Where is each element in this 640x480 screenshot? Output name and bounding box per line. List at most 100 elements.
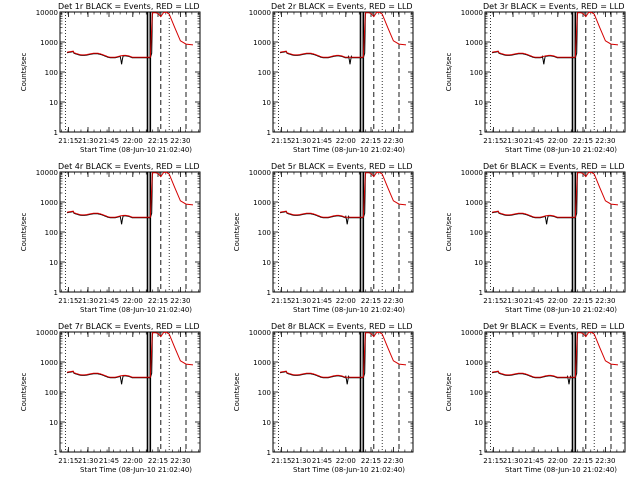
chart-panel-7: Det 7r BLACK = Events, RED = LLD 1 10 100 10… <box>20 322 201 474</box>
x-tick-label: 22:30 <box>383 297 403 305</box>
y-axis-label: Counts/sec <box>445 373 453 412</box>
y-tick-label: 10 <box>262 419 271 427</box>
x-tick-label: 21:15 <box>483 297 503 305</box>
x-tick-label: 22:00 <box>336 457 356 465</box>
events-series-line <box>279 331 369 385</box>
y-tick-label: 10000 <box>249 329 271 337</box>
x-tick-label: 22:00 <box>123 137 143 145</box>
plot-frame <box>484 331 626 453</box>
plot-frame <box>59 171 201 293</box>
y-tick-label: 10 <box>474 259 483 267</box>
x-tick-label: 22:00 <box>123 457 143 465</box>
x-tick-label: 22:00 <box>336 137 356 145</box>
x-tick-label: 21:30 <box>291 137 311 145</box>
x-tick-label: 22:15 <box>148 457 168 465</box>
chart-title: Det 4r BLACK = Events, RED = LLD <box>58 162 200 171</box>
x-tick-label: 22:15 <box>148 297 168 305</box>
y-tick-label: 10000 <box>249 9 271 17</box>
x-tick-label: 22:30 <box>595 137 615 145</box>
x-tick-label: 21:45 <box>312 297 332 305</box>
y-tick-label: 1 <box>479 289 483 297</box>
y-tick-label: 10 <box>474 99 483 107</box>
y-tick-label: 1000 <box>465 39 483 47</box>
x-tick-label: 22:30 <box>595 457 615 465</box>
y-tick-label: 1000 <box>465 359 483 367</box>
y-tick-label: 1000 <box>40 39 58 47</box>
x-axis-label: Start Time (08-Jun-10 21:02:40) <box>505 146 617 154</box>
x-tick-label: 21:45 <box>524 297 544 305</box>
x-tick-label: 22:00 <box>336 297 356 305</box>
y-tick-label: 10 <box>262 259 271 267</box>
x-tick-label: 21:30 <box>291 457 311 465</box>
y-tick-label: 1 <box>479 449 483 457</box>
y-tick-label: 100 <box>258 69 271 77</box>
y-tick-label: 100 <box>258 229 271 237</box>
chart-title: Det 2r BLACK = Events, RED = LLD <box>271 2 413 11</box>
y-axis-label: Counts/sec <box>20 213 28 252</box>
x-tick-label: 21:15 <box>58 137 78 145</box>
x-tick-label: 21:45 <box>99 457 119 465</box>
events-series-line <box>279 11 369 65</box>
x-tick-label: 22:30 <box>170 137 190 145</box>
events-series-line <box>491 171 581 225</box>
x-axis-label: Start Time (08-Jun-10 21:02:40) <box>80 306 192 314</box>
y-tick-label: 10000 <box>461 9 483 17</box>
lld-series-line <box>66 331 194 378</box>
x-tick-label: 21:45 <box>312 457 332 465</box>
y-tick-label: 10 <box>49 419 58 427</box>
events-series-line <box>66 11 156 65</box>
y-tick-label: 10000 <box>249 169 271 177</box>
plot-frame <box>272 11 414 133</box>
y-axis-label: Counts/sec <box>445 213 453 252</box>
plot-frame <box>59 331 201 453</box>
x-tick-label: 21:30 <box>503 297 523 305</box>
chart-title: Det 1r BLACK = Events, RED = LLD <box>58 2 200 11</box>
y-tick-label: 1 <box>54 449 58 457</box>
x-tick-label: 22:00 <box>548 137 568 145</box>
y-axis-label: Counts/sec <box>233 213 241 252</box>
chart-title: Det 3r BLACK = Events, RED = LLD <box>483 2 625 11</box>
lld-series-line <box>66 171 194 218</box>
x-tick-label: 22:15 <box>573 297 593 305</box>
x-tick-label: 22:30 <box>383 457 403 465</box>
x-tick-label: 21:45 <box>524 137 544 145</box>
y-tick-label: 1000 <box>40 359 58 367</box>
x-axis-label: Start Time (08-Jun-10 21:02:40) <box>80 146 192 154</box>
x-tick-label: 21:15 <box>271 137 291 145</box>
x-tick-label: 21:30 <box>78 297 98 305</box>
x-tick-label: 21:30 <box>78 457 98 465</box>
y-tick-label: 1 <box>267 129 271 137</box>
y-tick-label: 1 <box>54 129 58 137</box>
y-axis-label: Counts/sec <box>445 53 453 92</box>
chart-panel-2: Det 2r BLACK = Events, RED = LLD 1 10 100 10… <box>249 2 414 154</box>
chart-title: Det 5r BLACK = Events, RED = LLD <box>271 162 413 171</box>
x-tick-label: 22:30 <box>595 297 615 305</box>
y-tick-label: 10000 <box>36 169 58 177</box>
x-tick-label: 21:45 <box>312 137 332 145</box>
x-tick-label: 22:15 <box>361 137 381 145</box>
y-tick-label: 10 <box>49 259 58 267</box>
x-tick-label: 22:30 <box>170 457 190 465</box>
y-tick-label: 100 <box>258 389 271 397</box>
events-series-line <box>279 171 369 225</box>
x-tick-label: 22:00 <box>123 297 143 305</box>
chart-panel-4: Det 4r BLACK = Events, RED = LLD 1 10 100 10… <box>20 162 201 314</box>
x-axis-label: Start Time (08-Jun-10 21:02:40) <box>505 466 617 474</box>
x-tick-label: 21:45 <box>99 297 119 305</box>
y-tick-label: 10 <box>474 419 483 427</box>
plot-frame <box>272 171 414 293</box>
y-tick-label: 100 <box>45 229 58 237</box>
x-tick-label: 22:15 <box>573 137 593 145</box>
chart-title: Det 9r BLACK = Events, RED = LLD <box>483 322 625 331</box>
y-tick-label: 1000 <box>253 359 271 367</box>
x-axis-label: Start Time (08-Jun-10 21:02:40) <box>293 146 405 154</box>
y-axis-label: Counts/sec <box>233 373 241 412</box>
y-tick-label: 10000 <box>36 329 58 337</box>
x-tick-label: 21:45 <box>524 457 544 465</box>
x-tick-label: 21:15 <box>271 297 291 305</box>
chart-title: Det 7r BLACK = Events, RED = LLD <box>58 322 200 331</box>
y-tick-label: 10 <box>262 99 271 107</box>
events-series-line <box>491 11 581 65</box>
lld-series-line <box>491 11 619 58</box>
